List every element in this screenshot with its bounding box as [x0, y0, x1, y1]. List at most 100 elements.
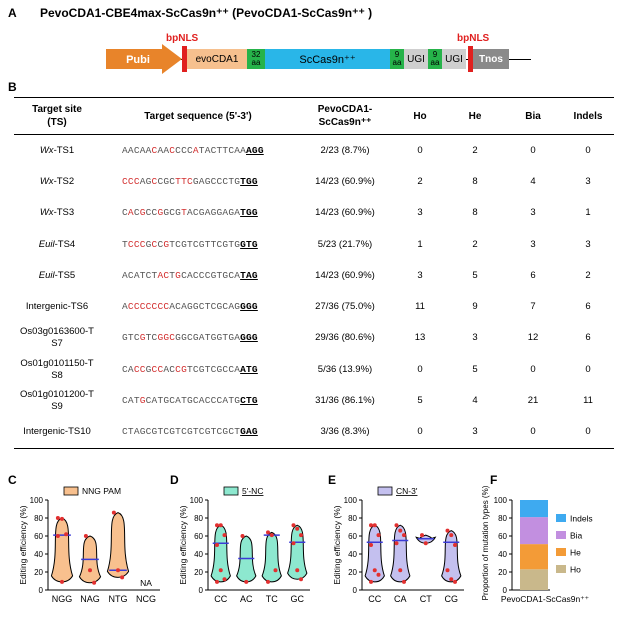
- x-tick-label: CC: [368, 594, 381, 604]
- legend-swatch: [377, 486, 393, 496]
- indels-cell: 11: [583, 395, 593, 407]
- target-site-cell: Intergenic-TS6: [25, 301, 89, 313]
- sccas9n-label: ScCas9n⁺⁺: [299, 53, 356, 66]
- target-site-table: Target site (TS) Target sequence (5'-3')…: [14, 97, 614, 449]
- header-ho: Ho: [413, 110, 427, 122]
- he-cell: 4: [472, 395, 478, 407]
- data-point: [64, 532, 69, 537]
- legend-swatch-he: [556, 548, 566, 556]
- bpnls-left-label: bpNLS: [166, 33, 199, 44]
- y-tick-label: 0: [199, 586, 204, 595]
- construct-title: PevoCDA1-CBE4max-ScCas9n⁺⁺ (PevoCDA1-ScC…: [40, 6, 373, 20]
- target-sequence-cell: CATGCATGCATGCACCCATGCTG: [122, 395, 258, 407]
- data-point: [244, 579, 249, 584]
- violin-body: [210, 524, 231, 583]
- table-row: Wx-TS1 AACAACAACCCCATACTTCAAAGG 2/23 (8.7%…: [14, 135, 614, 167]
- y-tick-label: 80: [348, 514, 357, 523]
- target-sequence-cell: AACAACAACCCCATACTTCAAAGG: [122, 144, 264, 156]
- ho-cell: 2: [417, 175, 423, 187]
- y-axis-label: Editing efficiency (%): [18, 505, 28, 584]
- target-sequence-cell: ACCCCCCCACAGGCTCGCAGGGG: [122, 301, 258, 313]
- data-point: [222, 533, 227, 538]
- stacked-segment-bia: [520, 517, 548, 545]
- sccas9n-block: ScCas9n⁺⁺: [265, 49, 390, 69]
- editing-rate-cell: 3/36 (8.3%): [320, 426, 370, 438]
- data-point: [369, 523, 374, 528]
- he-cell: 2: [472, 238, 478, 250]
- y-tick-label: 100: [30, 496, 44, 505]
- data-point: [55, 516, 60, 520]
- y-tick-label: 100: [190, 496, 204, 505]
- target-sequence-cell: CACCGCCACCGTCGTCGCCAATG: [122, 363, 258, 375]
- table-row: Euil-TS5 ACATCTACTGCACCCGTGCATAG 14/23 (60…: [14, 260, 614, 291]
- data-point: [88, 568, 92, 573]
- legend-swatch: [223, 486, 239, 496]
- legend-text: Ho: [570, 565, 581, 575]
- y-tick-label: 40: [498, 550, 507, 559]
- legend-swatch-indels: [556, 514, 566, 522]
- bia-cell: 3: [530, 207, 536, 219]
- table-row: Os03g0163600-TS7 GTCGTCGGCGGCGATGGTGAGGG 2…: [14, 323, 614, 354]
- linker-32aa-label: 32 aa: [251, 50, 261, 67]
- violin-body: [441, 530, 462, 583]
- editing-rate-cell: 29/36 (80.6%): [315, 332, 375, 344]
- ho-cell: 0: [417, 363, 423, 375]
- data-point: [218, 568, 223, 573]
- data-point: [369, 579, 374, 584]
- ugi-2-block: UGI: [442, 49, 466, 69]
- data-point: [452, 543, 457, 547]
- table-row: Os01g0101200-TS9 CATGCATGCATGCACCCATGCTG 3…: [14, 385, 614, 416]
- legend-text: Indels: [570, 514, 593, 524]
- x-tick-label: CA: [394, 594, 407, 604]
- x-tick-label: NGG: [52, 594, 73, 604]
- violin-body: [287, 524, 308, 580]
- x-tick-label: CT: [420, 594, 432, 604]
- editing-rate-cell: 14/23 (60.9%): [315, 207, 375, 219]
- violin-body: [50, 517, 74, 583]
- data-point: [83, 534, 88, 538]
- data-point: [376, 533, 381, 538]
- ho-cell: 1: [417, 238, 423, 250]
- ho-cell: 3: [417, 269, 423, 281]
- indels-cell: 3: [585, 238, 591, 250]
- y-axis-label: Editing efficiency (%): [332, 505, 342, 584]
- data-point: [222, 577, 227, 582]
- target-site-cell: Wx-TS2: [39, 175, 75, 187]
- target-site-cell: Os01g0101200-TS9: [20, 389, 94, 413]
- data-point: [449, 577, 454, 582]
- editing-rate-cell: 27/36 (75.0%): [315, 301, 375, 313]
- editing-rate-cell: 14/23 (60.9%): [315, 269, 375, 281]
- y-tick-label: 20: [498, 568, 507, 577]
- target-site-cell: Os01g0101150-TS8: [20, 357, 94, 381]
- pam-sequence: GAG: [240, 426, 258, 438]
- tnos-label: Tnos: [479, 53, 503, 65]
- pam-sequence: GGG: [240, 332, 258, 344]
- violin-body: [261, 531, 282, 583]
- data-point: [298, 533, 303, 538]
- data-point: [60, 579, 64, 584]
- violin-body: [390, 524, 411, 583]
- data-point: [111, 510, 116, 515]
- indels-cell: 0: [585, 363, 591, 375]
- target-sequence-cell: CCCAGCCGCTTCGAGCCCTGTGG: [122, 175, 258, 187]
- data-point: [215, 579, 220, 584]
- legend-swatch-bia: [556, 531, 566, 539]
- data-point: [273, 568, 278, 573]
- y-axis-label: Proportion of mutation types (%): [481, 485, 490, 600]
- data-point: [445, 528, 450, 533]
- y-tick-label: 100: [344, 496, 358, 505]
- data-point: [215, 523, 220, 528]
- linker-9aa-2-label: 9 aa: [430, 50, 440, 67]
- pubi-promoter-arrow: Pubi: [106, 44, 182, 74]
- table-row: Os01g0101150-TS8 CACCGCCACCGTCGTCGCCAATG 5…: [14, 354, 614, 385]
- stacked-segment-he: [520, 544, 548, 570]
- y-tick-label: 80: [194, 514, 203, 523]
- ho-cell: 13: [414, 332, 426, 344]
- indels-cell: 6: [585, 301, 591, 313]
- bia-cell: 6: [530, 269, 536, 281]
- pam-sequence: TGG: [240, 207, 258, 219]
- data-point: [372, 523, 377, 528]
- indels-cell: 3: [585, 175, 591, 187]
- y-tick-label: 20: [194, 568, 203, 577]
- x-tick-label: AC: [240, 594, 253, 604]
